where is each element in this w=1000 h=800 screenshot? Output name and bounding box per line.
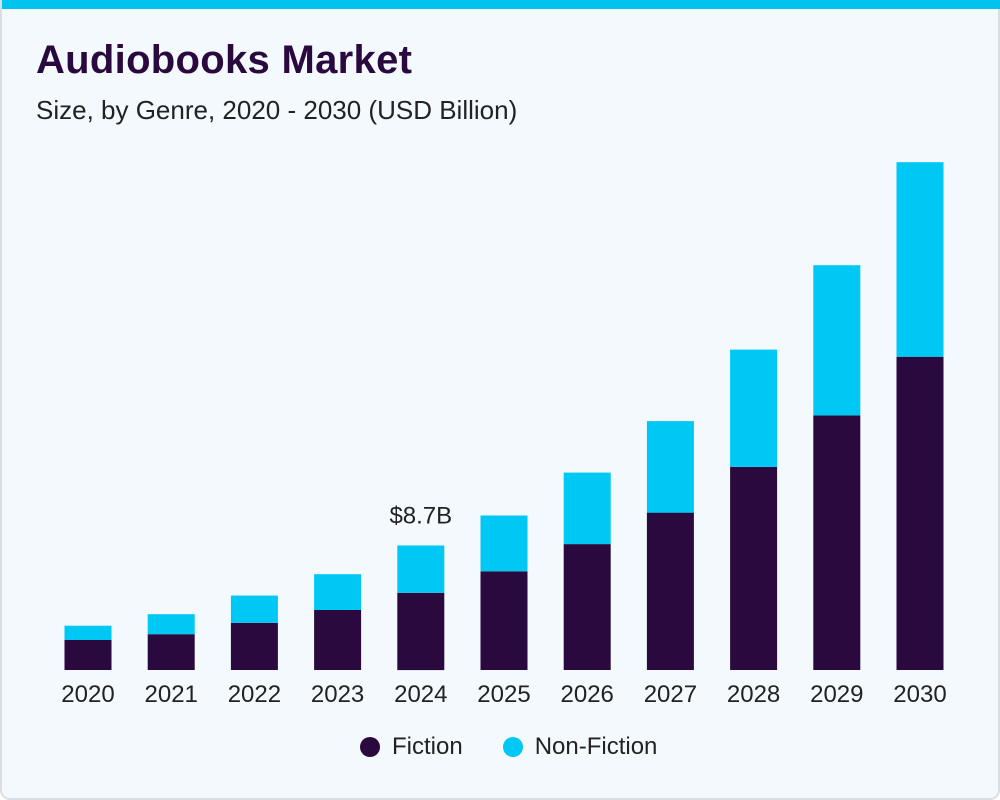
bar-fiction-2029 — [813, 415, 861, 670]
bar-non-fiction-2023 — [314, 574, 362, 610]
bar-fiction-2025 — [480, 571, 528, 670]
bar-fiction-2030 — [896, 356, 944, 670]
legend-item-non-fiction: Non-Fiction — [502, 733, 658, 761]
chart-title: Audiobooks Market — [36, 38, 413, 82]
bar-fiction-2021 — [147, 634, 195, 670]
bar-non-fiction-2024 — [397, 545, 445, 593]
bar-fiction-2020 — [64, 640, 112, 670]
bar-non-fiction-2028 — [730, 349, 778, 467]
bar-non-fiction-2030 — [896, 162, 944, 357]
data-label-2024: $8.7B — [389, 503, 452, 530]
x-tick-label: 2021 — [145, 681, 198, 708]
bar-non-fiction-2022 — [230, 595, 278, 623]
accent-bar — [2, 0, 1000, 9]
x-tick-label: 2025 — [477, 681, 530, 708]
bar-fiction-2026 — [563, 544, 611, 670]
bar-fiction-2022 — [230, 622, 278, 670]
legend-label-fiction: Fiction — [392, 733, 463, 760]
bar-non-fiction-2020 — [64, 625, 112, 640]
x-tick-label: 2029 — [810, 681, 863, 708]
x-tick-label: 2022 — [228, 681, 281, 708]
x-tick-label: 2020 — [61, 681, 114, 708]
bar-fiction-2023 — [314, 609, 362, 670]
bar-non-fiction-2029 — [813, 265, 861, 416]
x-tick-label: 2024 — [394, 681, 447, 708]
bar-fiction-2028 — [730, 466, 778, 670]
bar-fiction-2024 — [397, 592, 445, 671]
chart-subtitle: Size, by Genre, 2020 - 2030 (USD Billion… — [36, 95, 518, 125]
legend-swatch-fiction — [360, 737, 380, 757]
legend-item-fiction: Fiction — [360, 733, 463, 761]
x-tick-label: 2027 — [644, 681, 697, 708]
x-tick-label: 2028 — [727, 681, 780, 708]
x-tick-label: 2023 — [311, 681, 364, 708]
bar-non-fiction-2027 — [646, 421, 694, 513]
legend-label-non-fiction: Non-Fiction — [534, 733, 658, 760]
bar-non-fiction-2021 — [147, 614, 195, 635]
bar-non-fiction-2025 — [480, 515, 528, 572]
bar-non-fiction-2026 — [563, 472, 611, 545]
x-tick-label: 2026 — [561, 681, 614, 708]
bar-fiction-2027 — [646, 512, 694, 670]
legend: Fiction Non-Fiction — [360, 733, 697, 761]
legend-swatch-non-fiction — [502, 737, 523, 757]
x-tick-label: 2030 — [893, 681, 946, 708]
